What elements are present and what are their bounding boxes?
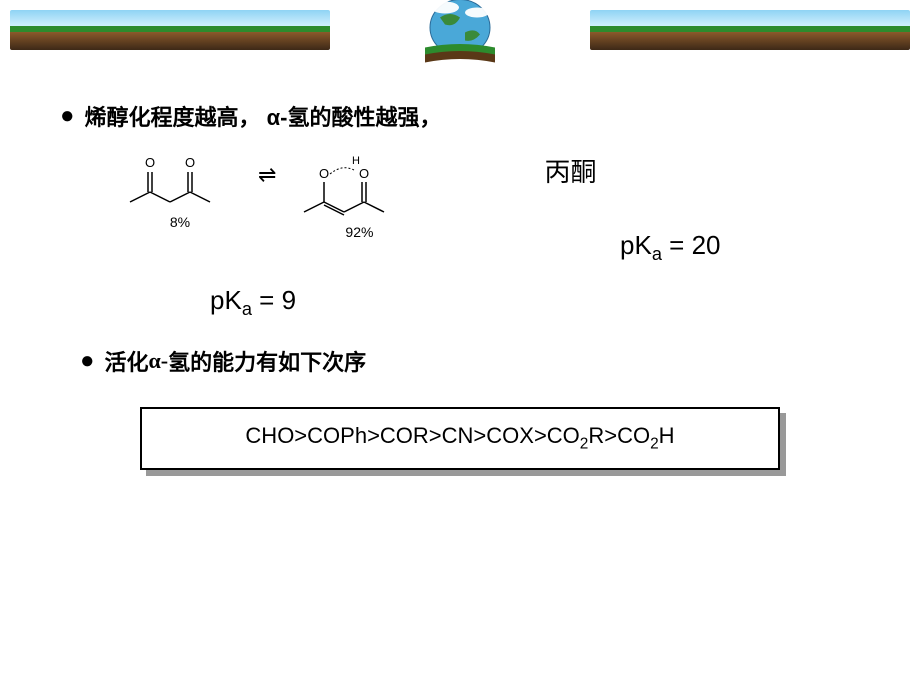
pka-label: pK <box>620 230 652 260</box>
pka-value: = 9 <box>252 285 296 315</box>
svg-text:O: O <box>145 155 155 170</box>
banner-strip-right <box>590 10 910 50</box>
svg-text:O: O <box>359 166 369 181</box>
keto-form-structure: O O 8% <box>120 152 240 230</box>
bullet-point-2: ● 活化α-氢的能力有如下次序 <box>80 345 860 377</box>
pka-sub: a <box>652 244 662 264</box>
activation-order-formula: CHO>COPh>COR>CN>COX>CO2R>CO2H <box>140 407 780 469</box>
formula-part-2: R>CO <box>588 423 650 448</box>
bullet-point-1: ● 烯醇化程度越高， α-氢的酸性越强， <box>60 100 860 132</box>
pka-value: = 20 <box>662 230 721 260</box>
bullet-2-alpha: α- <box>149 348 169 374</box>
formula-part-3: H <box>659 423 675 448</box>
enol-form-structure: O O H 92% <box>294 152 424 240</box>
pka-sub: a <box>242 299 252 319</box>
acetone-label: 丙酮 <box>544 152 596 189</box>
globe-icon <box>415 0 505 68</box>
bullet-2-pre: 活化 <box>105 345 149 377</box>
svg-text:H: H <box>352 155 360 167</box>
keto-percent: 8% <box>120 214 240 230</box>
bullet-2-post: 氢的能力有如下次序 <box>168 345 366 377</box>
formula-sub-2: 2 <box>650 436 659 453</box>
svg-text:O: O <box>185 155 195 170</box>
activation-order-box: CHO>COPh>COR>CN>COX>CO2R>CO2H <box>140 407 780 469</box>
bullet-icon: ● <box>60 104 75 128</box>
banner-strip-left <box>10 10 330 50</box>
bullet-icon: ● <box>80 349 95 373</box>
banner-sky <box>10 10 330 26</box>
decorative-banner <box>0 0 920 60</box>
slide-content: ● 烯醇化程度越高， α-氢的酸性越强， O O 8% ⇌ <box>0 60 920 470</box>
svg-text:O: O <box>319 166 329 181</box>
banner-dirt <box>590 32 910 50</box>
banner-dirt <box>10 32 330 50</box>
equilibrium-row: O O 8% ⇌ O <box>120 152 860 240</box>
enol-percent: 92% <box>294 224 424 240</box>
acetone-pka: pKa = 20 <box>620 230 860 265</box>
pka-label: pK <box>210 285 242 315</box>
bullet-1-text: 烯醇化程度越高， α-氢的酸性越强， <box>85 100 442 132</box>
banner-sky <box>590 10 910 26</box>
equilibrium-arrow: ⇌ <box>240 162 294 188</box>
formula-part-1: CHO>COPh>COR>CN>COX>CO <box>245 423 579 448</box>
diketone-pka: pKa = 9 <box>210 285 860 320</box>
